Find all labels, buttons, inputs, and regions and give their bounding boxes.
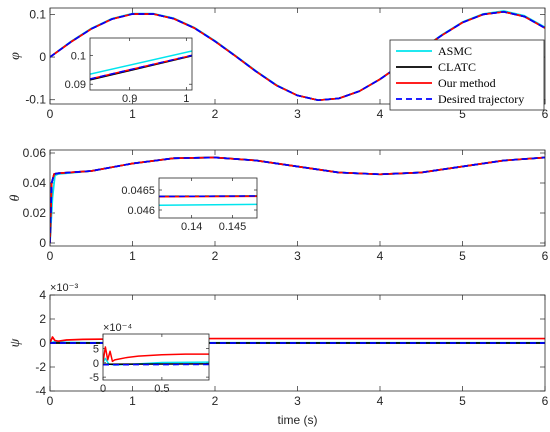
subplot-1-inset-series-asmc (90, 50, 192, 75)
subplot-3-x-tick-label: 2 (212, 394, 219, 408)
subplot-1-inset-y-tick-label: 0.1 (71, 50, 86, 62)
subplot-1-x-tick-label: 3 (294, 107, 301, 121)
legend-label: ASMC (438, 44, 472, 58)
subplot-1-y-tick-label: 0 (39, 50, 46, 64)
subplot-2-y-tick-label: 0 (39, 236, 46, 250)
subplot-3-frame (49, 294, 546, 392)
subplot-1-inset-series-group (90, 50, 192, 81)
subplot-3: 0 1 2 3 4 5 6 4 2 0 -2 -4 ψ ×10⁻³ (8, 282, 549, 408)
subplot-2-x-tick-label: 2 (212, 249, 219, 263)
subplot-3-inset-x-tick-label: 0 (100, 383, 106, 395)
subplot-2-inset-series-group (159, 195, 257, 206)
subplot-2-y-tick-label: 0.06 (23, 146, 47, 160)
subplot-1-x-tick-label: 2 (212, 107, 219, 121)
subplot-2-frame (49, 149, 546, 247)
subplot-2-inset-series-asmc (159, 203, 257, 206)
subplot-1-series-desired-trajectory (50, 10, 545, 102)
subplot-1-y-tick-label: 0.1 (29, 7, 46, 21)
legend-layer: ASMC CLATC Our method Desired trajectory (389, 39, 545, 111)
subplot-1-x-tick-label: 4 (377, 107, 384, 121)
subplot-2-inset-y-tick-label: 0.046 (127, 205, 155, 217)
subplot-1-inset-y-tick-label: 0.09 (65, 79, 86, 91)
subplot-3-inset-y-tick-label: -5 (89, 372, 99, 384)
subplot-2-x-tick-label: 1 (129, 249, 136, 263)
subplot-1-x-tick-label: 6 (542, 107, 549, 121)
subplot-1-inset-series-desired-trajectory (90, 54, 192, 80)
subplot-3-inset-exponent-label: ×10⁻⁴ (103, 322, 132, 334)
subplot-2-x-tick-label: 4 (377, 249, 384, 263)
subplot-2-x-tick-label: 6 (542, 249, 549, 263)
subplot-2-inset: 0.14 0.145 0.0465 0.046 (121, 177, 258, 233)
subplot-1-inset-x-tick-label: 1 (183, 93, 189, 105)
subplot-2-inset-frame (158, 177, 258, 219)
subplot-3-inset-x-tick-label: 0.5 (154, 383, 169, 395)
subplot-2-y-tick-label: 0.04 (23, 176, 47, 190)
subplot-3-x-tick-label: 4 (377, 394, 384, 408)
subplot-1-inset-x-tick-label: 0.9 (122, 93, 137, 105)
subplot-1-y-axis-label: φ (8, 52, 23, 60)
x-axis-label: time (s) (278, 413, 318, 427)
subplot-2-series-desired-trajectory (50, 156, 545, 244)
subplot-1-x-tick-label: 5 (459, 107, 466, 121)
subplot-3-y-tick-label: 4 (39, 288, 46, 302)
subplot-1-frame (49, 7, 546, 105)
subplot-3-inset-frame (102, 333, 210, 381)
subplot-3-x-tick-label: 3 (294, 394, 301, 408)
subplot-2-inset-x-tick-label: 0.145 (219, 221, 247, 233)
subplot-3-y-axis-label: ψ (8, 338, 23, 347)
subplot-3-y-tick-label: 0 (39, 336, 46, 350)
subplot-1-x-tick-label: 1 (129, 107, 136, 121)
subplot-3-x-tick-label: 5 (459, 394, 466, 408)
legend-label: Desired trajectory (438, 92, 524, 106)
subplot-3-x-tick-label: 6 (542, 394, 549, 408)
subplot-3-exponent-label: ×10⁻³ (50, 282, 78, 294)
legend-label: CLATC (438, 60, 476, 74)
subplot-1-y-tick-label: -0.1 (25, 93, 46, 107)
subplot-1-x-tick-label: 0 (47, 107, 54, 121)
subplot-3-y-tick-label: -4 (35, 384, 46, 398)
subplot-2-x-tick-label: 3 (294, 249, 301, 263)
subplot-2-inset-x-tick-label: 0.14 (181, 221, 202, 233)
subplot-3-inset-y-tick-label: 5 (93, 343, 99, 355)
subplot-3-x-tick-label: 0 (47, 394, 54, 408)
subplot-1-inset-frame (89, 37, 193, 91)
subplot-2-y-tick-label: 0.02 (23, 206, 47, 220)
subplot-3-y-tick-label: 2 (39, 312, 46, 326)
subplot-2: 0 1 2 3 4 5 6 0.06 0.04 0.02 0 θ (8, 146, 549, 263)
subplot-3-x-tick-label: 1 (129, 394, 136, 408)
subplot-2-series-group (50, 156, 545, 244)
subplot-2-inset-y-tick-label: 0.0465 (121, 185, 155, 197)
subplot-3-inset-series-our-method (103, 346, 209, 363)
subplot-3-inset: 0 0.550-5×10⁻⁴ (89, 322, 210, 395)
subplot-3-inset-background (103, 334, 209, 380)
subplot-2-inset-background (159, 178, 257, 218)
legend-label: Our method (438, 76, 496, 90)
subplot-1-inset-background (90, 38, 192, 90)
subplot-3-y-tick-label: -2 (35, 360, 46, 374)
subplot-2-x-tick-label: 5 (459, 249, 466, 263)
subplot-3-inset-y-tick-label: 0 (93, 358, 99, 370)
subplot-3-inset-series-group (103, 346, 209, 366)
subplot-1-inset: 0.9 1 0.1 0.09 (65, 37, 193, 105)
subplot-2-x-tick-label: 0 (47, 249, 54, 263)
subplot-1-series-group (50, 10, 545, 102)
subplot-2-y-axis-label: θ (8, 194, 23, 201)
